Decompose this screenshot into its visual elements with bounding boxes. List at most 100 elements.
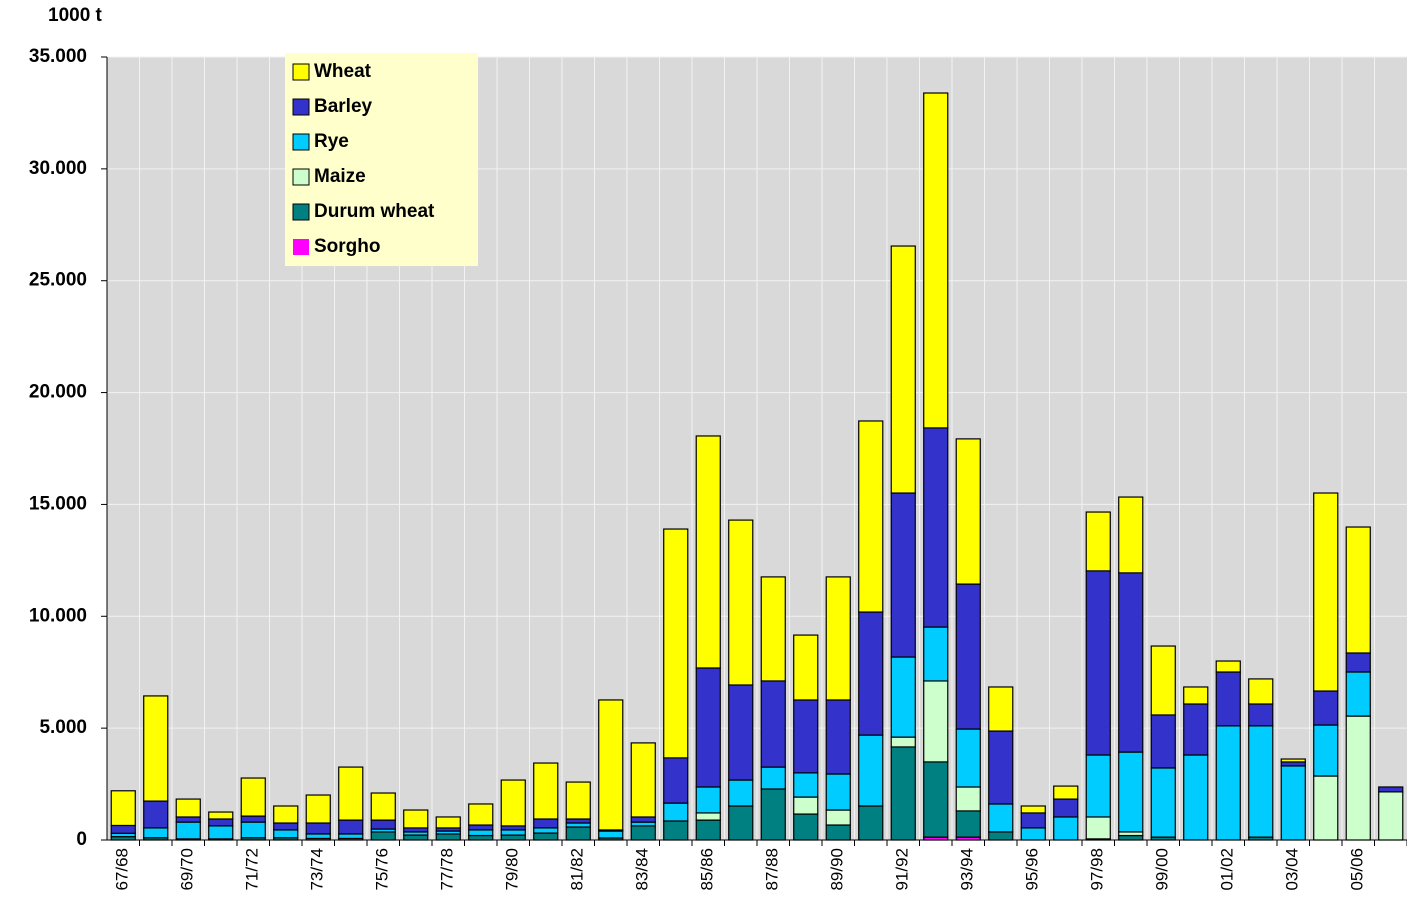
x-tick-label: 95/96 — [1023, 848, 1042, 891]
bar-segment — [695, 667, 721, 788]
bar-segment — [305, 833, 331, 840]
bar-segment — [1215, 660, 1241, 673]
bar-segment — [728, 684, 754, 781]
bar-segment — [955, 810, 981, 838]
bar-segment — [825, 576, 851, 701]
bar-segment — [1345, 652, 1371, 673]
bar-segment — [598, 830, 624, 839]
bar-segment — [1053, 816, 1079, 841]
bar-segment — [695, 819, 721, 841]
legend-label: Wheat — [314, 61, 372, 82]
legend-swatch — [292, 98, 310, 116]
bar-segment — [825, 699, 851, 775]
bar-segment — [1150, 645, 1176, 716]
bar-segment — [1313, 492, 1339, 692]
legend-label: Sorgho — [314, 236, 381, 257]
bar-segment — [208, 811, 234, 820]
bar-segment — [1313, 724, 1339, 777]
legend-label: Maize — [314, 166, 366, 187]
bar-segment — [793, 796, 819, 815]
bar-segment — [858, 805, 884, 841]
bar-segment — [1248, 703, 1274, 727]
bar-segment — [695, 812, 721, 821]
bar-segment — [338, 819, 364, 835]
bar-segment — [858, 611, 884, 736]
x-tick-label: 69/70 — [178, 848, 197, 891]
bar-segment — [533, 827, 559, 834]
bar-segment — [1118, 572, 1144, 753]
bar-segment — [175, 798, 201, 818]
bar-segment — [403, 834, 429, 841]
bar-segment — [143, 695, 169, 802]
bar-segment — [955, 583, 981, 730]
x-tick-label: 93/94 — [958, 848, 977, 891]
bar-segment — [110, 790, 136, 827]
bar-segment — [1053, 798, 1079, 818]
bar-segment — [533, 818, 559, 829]
x-tick-label: 99/00 — [1153, 848, 1172, 891]
y-tick-label: 20.000 — [29, 382, 87, 403]
bar-segment — [370, 819, 396, 830]
bar-segment — [793, 813, 819, 841]
x-tick-label: 97/98 — [1088, 848, 1107, 891]
bar-segment — [760, 788, 786, 841]
bar-segment — [923, 427, 949, 628]
legend-label: Rye — [314, 131, 349, 152]
bar-segment — [728, 805, 754, 841]
bar-segment — [1118, 496, 1144, 574]
y-tick-label: 5.000 — [39, 717, 87, 738]
bar-segment — [1280, 765, 1306, 841]
bar-segment — [175, 816, 201, 823]
bar-segment — [1183, 703, 1209, 756]
bar-segment — [208, 825, 234, 840]
bar-segment — [1118, 834, 1144, 841]
bar-segment — [988, 686, 1014, 732]
y-axis-label: 1000 t — [48, 5, 103, 26]
x-tick-label: 71/72 — [243, 848, 262, 891]
bar-segment — [663, 528, 689, 759]
bar-segment — [955, 728, 981, 788]
bar-segment — [273, 822, 299, 831]
legend-swatch — [292, 168, 310, 186]
bar-segment — [565, 781, 591, 820]
bar-segment — [1313, 690, 1339, 726]
bar-segment — [1248, 725, 1274, 838]
bar-segment — [760, 766, 786, 790]
bar-segment — [825, 773, 851, 811]
bar-segment — [533, 762, 559, 820]
x-tick-label: 79/80 — [503, 848, 522, 891]
legend-box — [285, 53, 478, 266]
bar-segment — [435, 833, 461, 841]
bar-segment — [1280, 758, 1306, 763]
bar-segment — [1345, 526, 1371, 654]
y-tick-label: 15.000 — [29, 493, 87, 514]
bar-segment — [955, 786, 981, 812]
x-tick-label: 87/88 — [763, 848, 782, 891]
bar-segment — [1085, 511, 1111, 572]
bar-segment — [923, 680, 949, 763]
bar-segment — [1020, 805, 1046, 814]
bar-segment — [468, 834, 494, 841]
x-tick-label: 73/74 — [308, 848, 327, 891]
legend-swatch — [293, 239, 309, 255]
bar-segment — [338, 766, 364, 821]
bar-segment — [890, 656, 916, 738]
bar-segment — [890, 746, 916, 841]
bar-segment — [273, 805, 299, 824]
bar-segment — [890, 245, 916, 494]
x-tick-label: 85/86 — [698, 848, 717, 891]
bar-segment — [1020, 812, 1046, 829]
bar-segment — [825, 809, 851, 826]
x-tick-label: 89/90 — [828, 848, 847, 891]
bar-segment — [500, 825, 526, 831]
bar-segment — [435, 816, 461, 829]
y-tick-label: 30.000 — [29, 158, 87, 179]
bar-segment — [305, 794, 331, 824]
bar-segment — [760, 576, 786, 682]
legend-swatch — [292, 63, 310, 81]
bar-segment — [1183, 754, 1209, 841]
bar-segment — [1345, 715, 1371, 841]
bar-segment — [825, 824, 851, 841]
bar-segment — [793, 634, 819, 701]
